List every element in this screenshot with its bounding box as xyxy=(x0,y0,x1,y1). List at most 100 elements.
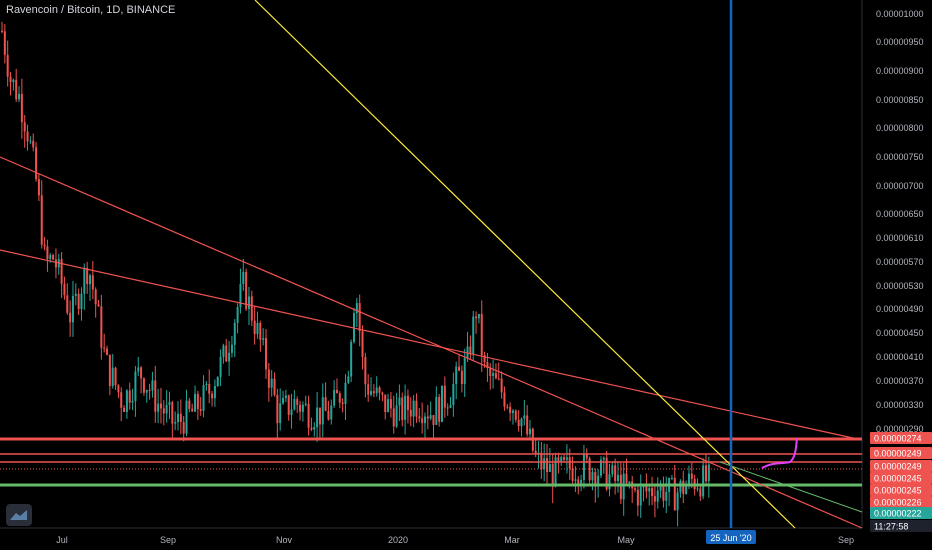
tradingview-logo[interactable] xyxy=(6,504,32,526)
candle-body xyxy=(361,331,364,357)
candle-body xyxy=(676,492,679,511)
candle-body xyxy=(148,390,151,392)
candle-body xyxy=(168,402,171,405)
candle-body xyxy=(54,259,57,268)
candle-body xyxy=(608,474,611,490)
candle-body xyxy=(446,407,449,409)
candle-body xyxy=(205,384,208,386)
candle-body xyxy=(421,418,424,424)
candle-body xyxy=(653,496,656,502)
candle-body xyxy=(71,295,74,323)
candle-body xyxy=(466,346,469,359)
candle-body xyxy=(239,283,242,308)
candle-body xyxy=(534,450,537,454)
candle-body xyxy=(125,390,128,413)
trendline[interactable] xyxy=(0,156,863,529)
candle-body xyxy=(577,479,580,484)
x-tick-label: Jul xyxy=(56,535,68,545)
candle-body xyxy=(32,140,35,148)
candle-body xyxy=(423,416,426,424)
candle-body xyxy=(344,382,347,404)
y-tick-label: 0.00000330 xyxy=(876,400,924,410)
candle-body xyxy=(290,409,293,415)
candle-body xyxy=(247,296,250,309)
price-tag xyxy=(870,472,932,484)
candle-body xyxy=(330,405,333,420)
candle-body xyxy=(46,246,49,260)
candle-body xyxy=(463,358,466,384)
date-cursor-tag xyxy=(706,530,756,544)
candle-body xyxy=(705,465,708,482)
trendline[interactable] xyxy=(0,249,863,441)
candle-body xyxy=(174,422,177,424)
candle-body xyxy=(472,316,475,355)
candle-body xyxy=(568,457,571,469)
y-tick-label: 0.00000900 xyxy=(876,66,924,76)
candle-body xyxy=(108,354,111,387)
candle-body xyxy=(673,477,676,511)
price-tag-label: 11:27:58 xyxy=(874,522,908,532)
trendline[interactable] xyxy=(719,461,863,513)
candle-body xyxy=(523,415,526,419)
candle-body xyxy=(91,275,94,290)
candle-body xyxy=(651,488,654,497)
candle-body xyxy=(415,400,418,417)
candle-body xyxy=(142,378,145,393)
candle-body xyxy=(355,303,358,314)
candle-body xyxy=(262,338,265,340)
y-tick-label: 0.00000450 xyxy=(876,328,924,338)
candle-body xyxy=(140,367,143,379)
candle-body xyxy=(194,393,197,412)
candle-body xyxy=(296,398,299,405)
candle-body xyxy=(707,464,710,482)
candle-body xyxy=(97,304,100,307)
candle-body xyxy=(509,406,512,413)
candle-body xyxy=(196,393,199,409)
candle-body xyxy=(77,293,80,310)
y-tick-label: 0.00000490 xyxy=(876,304,924,314)
trendline[interactable] xyxy=(254,0,796,529)
candle-body xyxy=(364,356,367,385)
candle-body xyxy=(106,348,109,355)
projection-curve[interactable] xyxy=(761,437,798,469)
candle-body xyxy=(634,488,637,490)
price-tag-label: 0.00000249 xyxy=(874,449,922,459)
candle-body xyxy=(475,316,478,319)
candle-body xyxy=(511,410,514,413)
y-tick-label: 0.00000950 xyxy=(876,37,924,47)
x-tick-label: Sep xyxy=(160,535,176,545)
price-tag xyxy=(870,520,932,532)
candle-body xyxy=(29,140,32,142)
candle-body xyxy=(154,380,157,412)
candle-body xyxy=(15,79,18,100)
candle-body xyxy=(74,293,77,296)
candle-body xyxy=(554,457,557,487)
candle-body xyxy=(702,465,705,497)
candle-body xyxy=(645,486,648,492)
candle-body xyxy=(367,384,370,395)
y-tick-label: 0.00000800 xyxy=(876,123,924,133)
candle-body xyxy=(565,457,568,460)
candle-body xyxy=(347,376,350,383)
candle-body xyxy=(429,415,432,419)
candle-body xyxy=(137,367,140,372)
candle-body xyxy=(441,385,444,422)
candle-body xyxy=(687,473,690,486)
candle-body xyxy=(699,488,702,497)
candle-body xyxy=(529,428,532,435)
candle-body xyxy=(245,271,248,309)
candle-body xyxy=(546,458,549,472)
price-tag xyxy=(870,507,932,519)
candle-body xyxy=(1,31,3,33)
candle-body xyxy=(401,397,404,420)
price-tag xyxy=(870,496,932,508)
candle-body xyxy=(543,458,546,470)
candle-body xyxy=(395,405,398,427)
candle-body xyxy=(506,406,509,408)
candle-body xyxy=(301,404,304,412)
candle-body xyxy=(199,408,202,411)
candle-body xyxy=(670,477,673,479)
y-tick-label: 0.00000290 xyxy=(876,424,924,434)
candle-body xyxy=(185,400,188,434)
